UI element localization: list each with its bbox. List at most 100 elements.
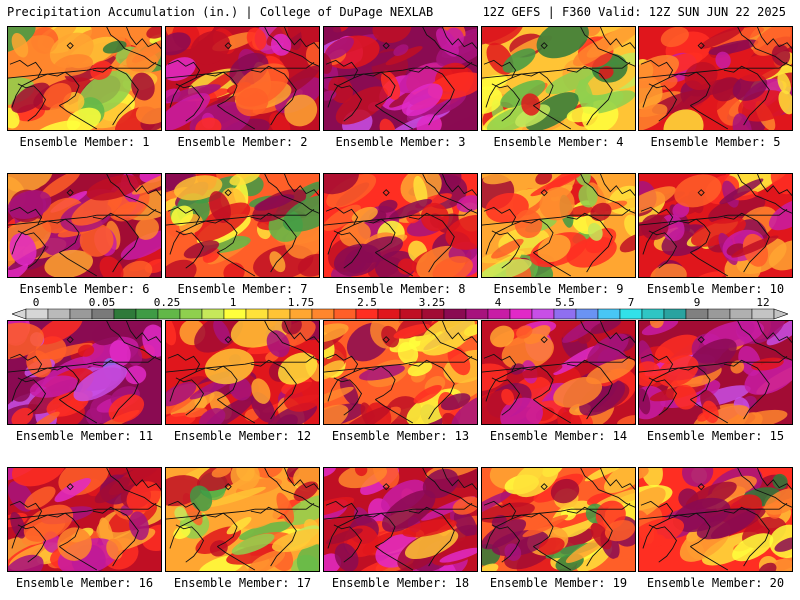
colorbar-segment — [157, 308, 181, 320]
precip-field — [482, 321, 635, 424]
precip-field — [324, 174, 477, 277]
precip-field — [324, 27, 477, 130]
ensemble-member-map[interactable] — [323, 173, 478, 278]
ensemble-member-map[interactable] — [7, 467, 162, 572]
colorbar-tick-label: 2.5 — [357, 296, 377, 309]
coastlines — [167, 174, 319, 277]
colorbar-segment — [663, 308, 687, 320]
colorbar-segment — [333, 308, 357, 320]
colorbar-tick-label: 5.5 — [555, 296, 575, 309]
ensemble-member-map[interactable] — [7, 320, 162, 425]
country-border — [166, 208, 315, 226]
country-border — [482, 208, 631, 226]
precip-field — [482, 174, 635, 277]
location-marker — [224, 189, 232, 197]
colorbar-tick-label: 0.05 — [88, 296, 116, 309]
ensemble-member-label: Ensemble Member: 15 — [646, 429, 785, 443]
ensemble-member-map[interactable] — [638, 467, 793, 572]
ensemble-member-map[interactable] — [638, 173, 793, 278]
colorbar-segment — [47, 308, 71, 320]
precip-contours — [639, 27, 792, 130]
precip-contours — [8, 321, 161, 424]
ensemble-member-label: Ensemble Member: 2 — [177, 135, 308, 149]
coastlines — [325, 27, 477, 130]
precip-field — [482, 468, 635, 571]
precip-field — [8, 468, 161, 571]
colorbar-segment — [91, 308, 115, 320]
colorbar-tick-label: 3.25 — [418, 296, 446, 309]
location-marker — [224, 42, 232, 50]
ensemble-member-map[interactable] — [7, 26, 162, 131]
ensemble-member-label: Ensemble Member: 17 — [173, 576, 312, 590]
ensemble-member-map[interactable] — [638, 26, 793, 131]
colorbar-segment — [443, 308, 467, 320]
colorbar-segment — [685, 308, 709, 320]
location-marker — [224, 483, 232, 491]
ensemble-member-map[interactable] — [481, 467, 636, 572]
colorbar-segment — [751, 308, 775, 320]
colorbar-segment — [729, 308, 753, 320]
colorbar-segment — [201, 308, 225, 320]
ensemble-member-map[interactable] — [165, 26, 320, 131]
location-marker — [382, 189, 390, 197]
ensemble-member-label: Ensemble Member: 12 — [173, 429, 312, 443]
colorbar-tick-label: 9 — [693, 296, 701, 309]
precip-field — [482, 27, 635, 130]
precip-contours — [639, 468, 792, 571]
precip-contours — [166, 468, 319, 571]
coastlines — [483, 174, 635, 277]
coastlines — [483, 468, 635, 571]
location-marker — [540, 42, 548, 50]
country-border — [639, 355, 788, 373]
ensemble-member-map[interactable] — [481, 320, 636, 425]
colorbar-segment — [465, 308, 489, 320]
country-border — [482, 502, 631, 520]
country-border — [324, 355, 473, 373]
location-marker — [382, 483, 390, 491]
location-marker — [697, 336, 705, 344]
country-border — [482, 61, 631, 79]
location-marker — [66, 483, 74, 491]
colorbar-segment — [223, 308, 247, 320]
colorbar-tick-label: 0 — [32, 296, 40, 309]
ensemble-member-label: Ensemble Member: 18 — [331, 576, 470, 590]
precip-contours — [8, 174, 161, 277]
colorbar-tick-label: 1.75 — [287, 296, 315, 309]
colorbar-segment — [553, 308, 577, 320]
ensemble-member-map[interactable] — [165, 320, 320, 425]
colorbar-segment — [531, 308, 555, 320]
country-border — [8, 502, 157, 520]
ensemble-member-map[interactable] — [481, 26, 636, 131]
ensemble-member-map[interactable] — [165, 467, 320, 572]
country-border — [8, 61, 157, 79]
precip-field — [8, 27, 161, 130]
colorbar-tick-label: 0.25 — [153, 296, 181, 309]
ensemble-member-map[interactable] — [7, 173, 162, 278]
coastlines — [640, 174, 792, 277]
ensemble-member-label: Ensemble Member: 9 — [493, 282, 624, 296]
colorbar-tick-label: 1 — [229, 296, 237, 309]
ensemble-member-map[interactable] — [481, 173, 636, 278]
precip-field — [166, 174, 319, 277]
precip-contours — [166, 321, 319, 424]
colorbar-segment — [619, 308, 643, 320]
ensemble-member-map[interactable] — [323, 467, 478, 572]
precip-contours — [482, 174, 635, 277]
precip-contours — [324, 174, 477, 277]
location-marker — [540, 189, 548, 197]
ensemble-member-map[interactable] — [638, 320, 793, 425]
country-border — [8, 208, 157, 226]
ensemble-member-label: Ensemble Member: 16 — [15, 576, 154, 590]
colorbar-segment — [509, 308, 533, 320]
ensemble-member-label: Ensemble Member: 5 — [650, 135, 781, 149]
country-border — [639, 502, 788, 520]
precip-field — [639, 174, 792, 277]
colorbar-segment — [311, 308, 335, 320]
ensemble-member-map[interactable] — [323, 26, 478, 131]
location-marker — [697, 483, 705, 491]
ensemble-member-label: Ensemble Member: 8 — [335, 282, 466, 296]
colorbar-segment — [113, 308, 137, 320]
colorbar-segment — [245, 308, 269, 320]
ensemble-member-map[interactable] — [165, 173, 320, 278]
ensemble-member-map[interactable] — [323, 320, 478, 425]
